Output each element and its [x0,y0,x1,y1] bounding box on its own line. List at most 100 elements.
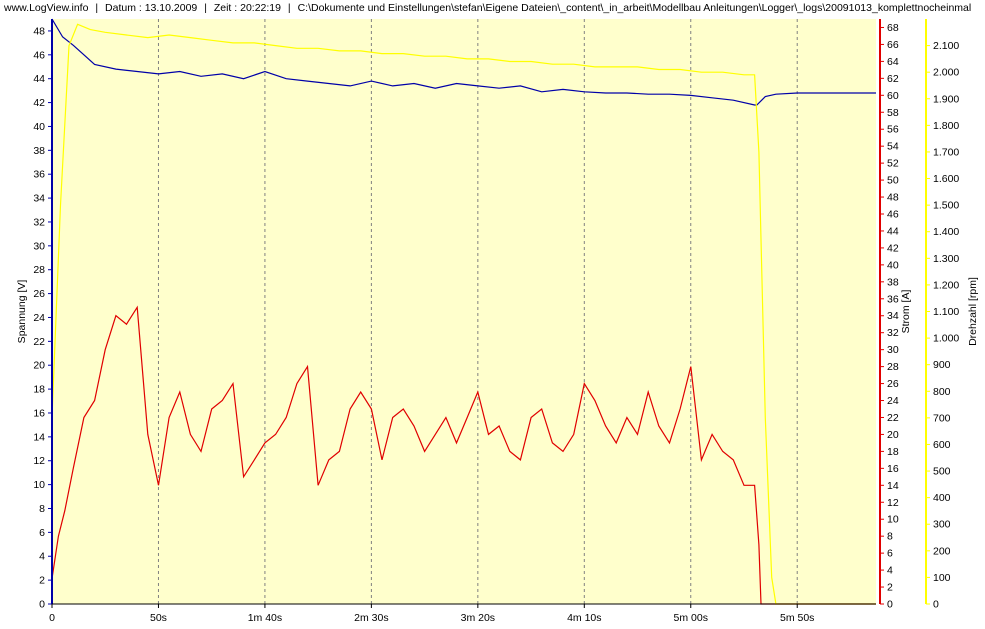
voltage-tick-label: 38 [33,145,45,157]
voltage-tick-label: 28 [33,264,45,276]
current-tick-label: 10 [887,514,899,526]
voltage-tick-label: 12 [33,455,45,467]
rpm-tick-label: 1.200 [933,279,959,291]
rpm-tick-label: 1.500 [933,200,959,212]
current-tick-label: 26 [887,378,899,390]
voltage-tick-label: 26 [33,288,45,300]
x-tick-label: 4m 10s [567,612,601,624]
current-tick-label: 24 [887,395,899,407]
rpm-tick-label: 900 [933,359,951,371]
series-line-current [51,305,876,605]
current-tick-label: 68 [887,22,899,34]
rpm-tick-label: 800 [933,386,951,398]
voltage-tick-label: 44 [33,73,45,85]
current-tick-label: 56 [887,124,899,136]
rpm-tick-label: 1.400 [933,226,959,238]
header-path: C:\Dokumente und Einstellungen\stefan\Ei… [297,2,972,14]
rpm-tick-label: 500 [933,466,951,478]
current-tick-label: 14 [887,480,899,492]
voltage-axis-label: Spannung [V] [16,280,28,344]
rpm-tick-label: 1.700 [933,146,959,158]
voltage-tick-label: 36 [33,169,45,181]
current-tick-label: 48 [887,192,899,204]
rpm-tick-label: 100 [933,572,951,584]
current-tick-label: 34 [887,310,899,322]
voltage-tick-label: 10 [33,479,45,491]
current-tick-label: 22 [887,412,899,424]
x-tick-label: 3m 20s [461,612,495,624]
x-tick-label: 5m 00s [674,612,708,624]
current-tick-label: 58 [887,107,899,119]
rpm-tick-label: 1.600 [933,173,959,185]
current-tick-label: 2 [887,582,893,594]
rpm-tick-label: 200 [933,545,951,557]
current-tick-label: 4 [887,565,893,577]
rpm-tick-label: 400 [933,492,951,504]
current-tick-label: 36 [887,293,899,305]
voltage-tick-label: 22 [33,336,45,348]
current-tick-label: 64 [887,56,899,68]
current-tick-label: 66 [887,39,899,51]
rpm-tick-label: 2.000 [933,67,959,79]
current-tick-label: 20 [887,429,899,441]
voltage-tick-label: 14 [33,431,45,443]
current-tick-label: 38 [887,276,899,288]
x-tick-label: 1m 40s [248,612,282,624]
voltage-tick-label: 32 [33,216,45,228]
current-tick-label: 60 [887,90,899,102]
voltage-tick-label: 8 [39,503,45,515]
plot-area [52,19,876,604]
rpm-tick-label: 700 [933,412,951,424]
current-tick-label: 8 [887,531,893,543]
voltage-tick-label: 0 [39,599,45,611]
current-tick-label: 12 [887,497,899,509]
current-tick-label: 54 [887,141,899,153]
current-tick-label: 62 [887,73,899,85]
rpm-tick-label: 1.100 [933,306,959,318]
rpm-tick-label: 0 [933,599,939,611]
header-separator: | [95,2,99,14]
voltage-tick-label: 20 [33,360,45,372]
voltage-tick-label: 30 [33,240,45,252]
series-line-voltage [51,18,876,106]
rpm-tick-label: 300 [933,519,951,531]
current-tick-label: 32 [887,327,899,339]
current-tick-label: 30 [887,344,899,356]
rpm-tick-label: 1.300 [933,253,959,265]
rpm-tick-label: 1.900 [933,93,959,105]
current-tick-label: 18 [887,446,899,458]
header-datum: Datum : 13.10.2009 [105,2,198,14]
current-tick-label: 52 [887,158,899,170]
header-separator: | [204,2,207,14]
voltage-tick-label: 2 [39,575,45,587]
voltage-tick-label: 16 [33,407,45,419]
voltage-tick-label: 42 [33,97,45,109]
header-site: www.LogView.info [4,2,89,14]
voltage-tick-label: 40 [33,121,45,133]
current-tick-label: 40 [887,259,899,271]
rpm-tick-label: 1.000 [933,333,959,345]
current-tick-label: 50 [887,175,899,187]
x-tick-label: 0 [49,612,55,624]
rpm-tick-label: 2.100 [933,40,959,52]
x-tick-label: 2m 30s [354,612,388,624]
voltage-tick-label: 46 [33,49,45,61]
voltage-tick-label: 24 [33,312,45,324]
voltage-tick-label: 6 [39,527,45,539]
current-axis-label: Strom [A] [900,290,912,334]
voltage-tick-label: 18 [33,384,45,396]
rpm-axis-label: Drehzahl [rpm] [967,277,979,346]
current-tick-label: 6 [887,548,893,560]
series-line-rpm [51,23,876,605]
current-tick-label: 46 [887,209,899,221]
log-header: www.LogView.info | Datum : 13.10.2009 | … [0,0,985,16]
rpm-tick-label: 600 [933,439,951,451]
voltage-tick-label: 4 [39,551,45,563]
voltage-tick-label: 34 [33,193,45,205]
current-tick-label: 28 [887,361,899,373]
x-tick-label: 50s [150,612,167,624]
voltage-tick-label: 48 [33,25,45,37]
header-separator: | [287,2,291,14]
current-tick-label: 42 [887,242,899,254]
